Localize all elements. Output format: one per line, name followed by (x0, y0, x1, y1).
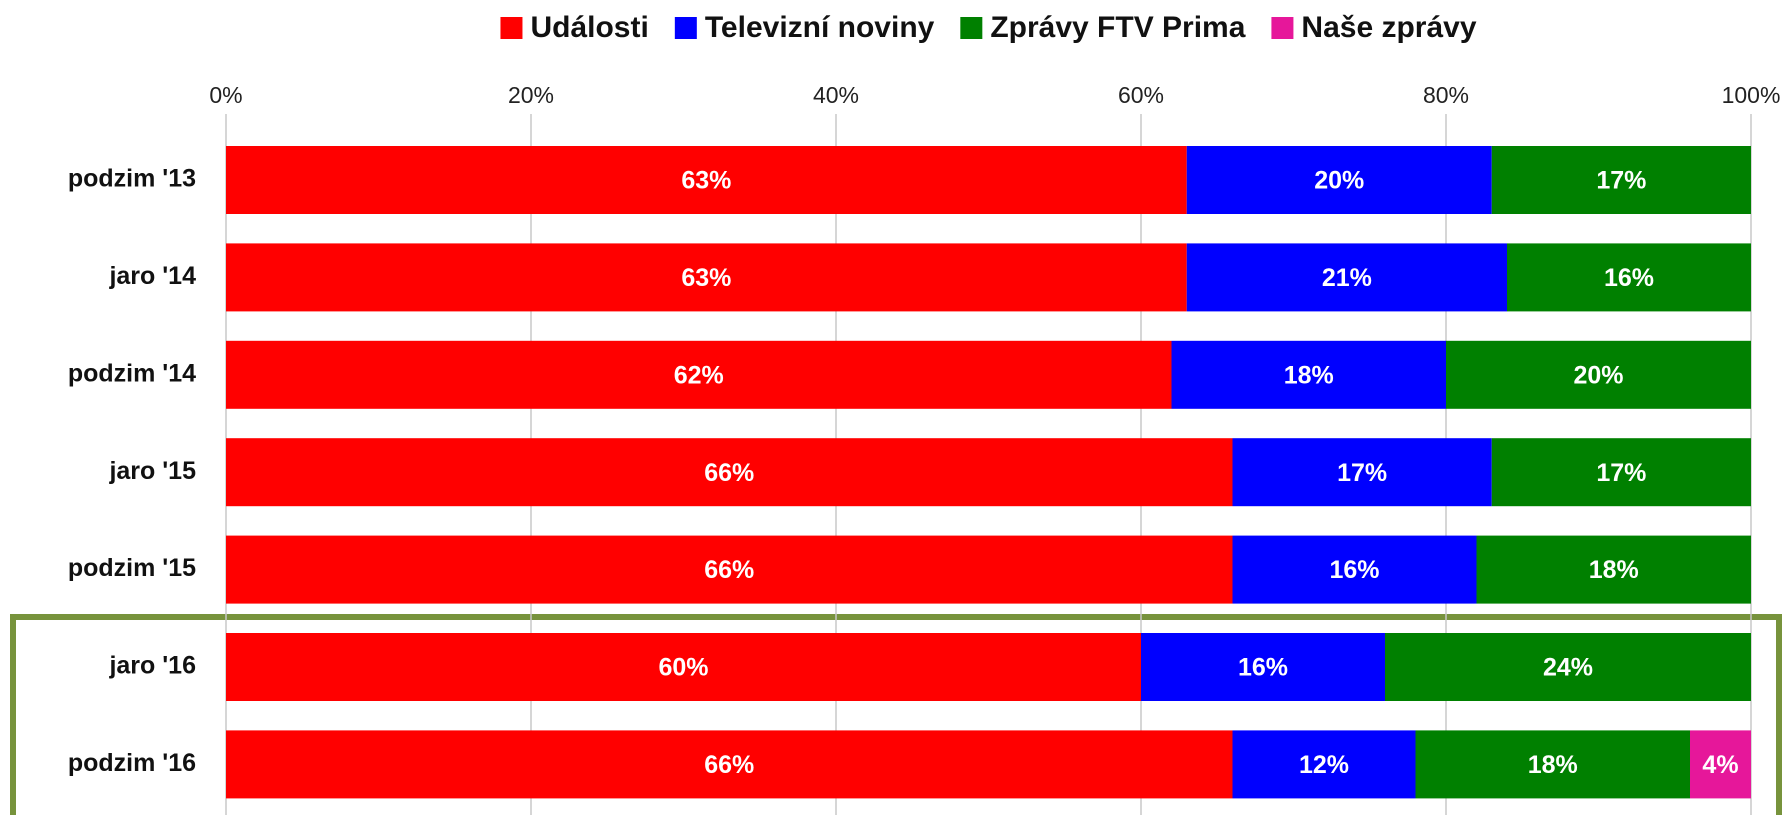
bar-segment (1491, 146, 1751, 214)
data-label: 17% (1596, 167, 1646, 195)
legend-swatch (1271, 17, 1294, 39)
bar-segment (1385, 633, 1751, 701)
data-label: 17% (1337, 459, 1387, 487)
legend-label: Televizní noviny (705, 11, 935, 44)
bar-segment (1171, 340, 1446, 409)
legend-swatch (500, 17, 523, 39)
data-label: 60% (658, 654, 708, 682)
bar-segment (1232, 535, 1477, 604)
bar-segment (226, 340, 1172, 409)
data-label: 4% (1702, 751, 1738, 779)
data-label: 20% (1314, 167, 1364, 195)
legend-label: Zprávy FTV Prima (990, 11, 1245, 44)
data-label: 12% (1299, 751, 1349, 779)
y-tick-label: podzim '13 (68, 165, 196, 193)
x-tick-label: 0% (209, 82, 242, 108)
legend-label: Naše zprávy (1301, 11, 1476, 44)
data-label: 66% (704, 459, 754, 487)
data-label: 16% (1238, 654, 1288, 682)
data-label: 17% (1596, 459, 1646, 487)
x-tick-label: 20% (508, 82, 554, 108)
y-tick-label: podzim '14 (68, 359, 196, 387)
data-label: 18% (1284, 361, 1334, 389)
y-tick-label: jaro '14 (108, 262, 196, 290)
data-label: 18% (1528, 751, 1578, 779)
bar-segment (1507, 243, 1751, 312)
data-label: 63% (681, 264, 731, 292)
bar-segment (226, 438, 1233, 507)
x-tick-label: 40% (813, 82, 859, 108)
highlight-box (10, 614, 1782, 815)
legend-swatch (960, 17, 983, 39)
y-tick-label: jaro '15 (108, 457, 196, 485)
bar-segment (226, 730, 1233, 799)
y-tick-label: podzim '16 (68, 749, 196, 777)
data-label: 66% (704, 556, 754, 584)
x-tick-label: 100% (1722, 82, 1781, 108)
bar-segment (226, 535, 1233, 604)
bar-segment (1690, 730, 1751, 799)
y-tick-label: podzim '15 (68, 554, 196, 582)
legend-label: Události (530, 11, 648, 44)
data-label: 63% (681, 167, 731, 195)
data-label: 66% (704, 751, 754, 779)
y-tick-label: jaro '16 (108, 652, 196, 680)
data-label: 62% (674, 361, 724, 389)
bar-segment (226, 633, 1141, 701)
x-tick-label: 60% (1118, 82, 1164, 108)
legend: Události Televizní noviny Zprávy FTV Prima… (500, 11, 1477, 44)
bar-segment (1232, 438, 1492, 507)
bar-segment (1232, 730, 1416, 799)
data-label: 16% (1329, 556, 1379, 584)
data-label: 21% (1322, 264, 1372, 292)
bar-segment (1186, 146, 1492, 214)
bar-segment (1446, 340, 1751, 409)
bar-segment (226, 243, 1187, 312)
legend-swatch (674, 17, 697, 39)
bar-segment (1491, 438, 1751, 507)
bar-segment (1186, 243, 1507, 312)
x-tick-label: 80% (1423, 82, 1469, 108)
bar-segment (1476, 535, 1751, 604)
bar-segment (226, 146, 1187, 214)
bar-segment (1141, 633, 1385, 701)
data-label: 24% (1543, 654, 1593, 682)
data-label: 18% (1589, 556, 1639, 584)
data-label: 16% (1604, 264, 1654, 292)
bar-segment (1415, 730, 1690, 799)
data-label: 20% (1573, 361, 1623, 389)
